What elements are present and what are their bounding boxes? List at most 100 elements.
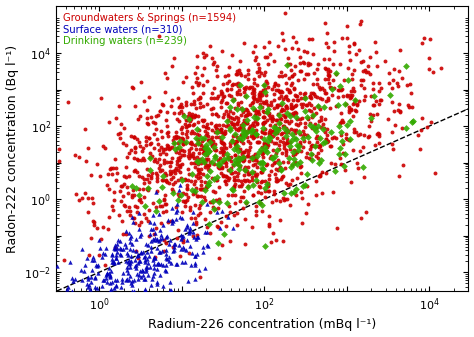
Groundwaters & Springs (n=1594) xyxy=(331,161,339,166)
Groundwaters & Springs (n=1594) xyxy=(270,83,277,88)
Groundwaters & Springs (n=1594) xyxy=(271,159,279,165)
Groundwaters & Springs (n=1594) xyxy=(244,67,252,73)
Groundwaters & Springs (n=1594) xyxy=(84,195,91,201)
Groundwaters & Springs (n=1594) xyxy=(417,146,424,151)
Groundwaters & Springs (n=1594) xyxy=(137,80,145,85)
Surface waters (n=310) xyxy=(142,269,149,274)
Groundwaters & Springs (n=1594) xyxy=(154,136,161,142)
Groundwaters & Springs (n=1594) xyxy=(120,182,128,187)
Groundwaters & Springs (n=1594) xyxy=(260,119,268,124)
Groundwaters & Springs (n=1594) xyxy=(264,55,271,60)
Groundwaters & Springs (n=1594) xyxy=(250,169,258,175)
Surface waters (n=310) xyxy=(125,230,132,236)
Surface waters (n=310) xyxy=(162,256,170,261)
Groundwaters & Springs (n=1594) xyxy=(301,94,309,99)
Groundwaters & Springs (n=1594) xyxy=(208,95,215,101)
Surface waters (n=310) xyxy=(140,277,148,282)
Surface waters (n=310) xyxy=(119,270,127,276)
Surface waters (n=310) xyxy=(83,281,91,286)
Groundwaters & Springs (n=1594) xyxy=(326,73,333,79)
Groundwaters & Springs (n=1594) xyxy=(275,166,283,171)
Groundwaters & Springs (n=1594) xyxy=(260,110,268,115)
Groundwaters & Springs (n=1594) xyxy=(242,167,249,172)
Groundwaters & Springs (n=1594) xyxy=(126,212,133,217)
Groundwaters & Springs (n=1594) xyxy=(265,112,273,117)
Surface waters (n=310) xyxy=(166,288,174,293)
Groundwaters & Springs (n=1594) xyxy=(153,175,161,181)
Groundwaters & Springs (n=1594) xyxy=(280,159,287,165)
Groundwaters & Springs (n=1594) xyxy=(172,204,180,209)
Groundwaters & Springs (n=1594) xyxy=(182,178,189,183)
Surface waters (n=310) xyxy=(102,245,109,250)
Groundwaters & Springs (n=1594) xyxy=(314,150,322,155)
Groundwaters & Springs (n=1594) xyxy=(277,176,284,182)
Groundwaters & Springs (n=1594) xyxy=(194,82,201,88)
Groundwaters & Springs (n=1594) xyxy=(126,173,133,178)
Groundwaters & Springs (n=1594) xyxy=(209,144,216,149)
Groundwaters & Springs (n=1594) xyxy=(175,157,182,162)
Groundwaters & Springs (n=1594) xyxy=(275,142,283,148)
Drinking waters (n=239) xyxy=(291,135,298,141)
Groundwaters & Springs (n=1594) xyxy=(349,86,357,91)
Surface waters (n=310) xyxy=(177,233,184,238)
Groundwaters & Springs (n=1594) xyxy=(320,125,328,130)
Groundwaters & Springs (n=1594) xyxy=(169,245,176,250)
Groundwaters & Springs (n=1594) xyxy=(316,106,323,112)
Groundwaters & Springs (n=1594) xyxy=(223,100,230,106)
Drinking waters (n=239) xyxy=(204,173,211,179)
Groundwaters & Springs (n=1594) xyxy=(159,102,167,107)
Groundwaters & Springs (n=1594) xyxy=(241,217,248,222)
Surface waters (n=310) xyxy=(84,285,92,290)
Drinking waters (n=239) xyxy=(230,146,237,152)
Groundwaters & Springs (n=1594) xyxy=(288,83,295,88)
Groundwaters & Springs (n=1594) xyxy=(276,121,283,126)
Groundwaters & Springs (n=1594) xyxy=(272,166,280,172)
Surface waters (n=310) xyxy=(162,252,170,257)
Groundwaters & Springs (n=1594) xyxy=(215,165,222,170)
Groundwaters & Springs (n=1594) xyxy=(253,139,260,145)
Groundwaters & Springs (n=1594) xyxy=(64,99,72,104)
Groundwaters & Springs (n=1594) xyxy=(224,80,231,86)
Groundwaters & Springs (n=1594) xyxy=(273,104,281,110)
Groundwaters & Springs (n=1594) xyxy=(152,254,159,259)
Surface waters (n=310) xyxy=(126,264,134,269)
Drinking waters (n=239) xyxy=(271,153,279,158)
Groundwaters & Springs (n=1594) xyxy=(290,71,298,77)
Groundwaters & Springs (n=1594) xyxy=(389,142,396,147)
Groundwaters & Springs (n=1594) xyxy=(307,143,314,149)
Groundwaters & Springs (n=1594) xyxy=(292,193,300,198)
Groundwaters & Springs (n=1594) xyxy=(140,176,148,181)
Groundwaters & Springs (n=1594) xyxy=(284,97,292,102)
Groundwaters & Springs (n=1594) xyxy=(208,127,216,132)
Groundwaters & Springs (n=1594) xyxy=(155,165,163,171)
Groundwaters & Springs (n=1594) xyxy=(223,163,230,169)
Groundwaters & Springs (n=1594) xyxy=(343,135,350,140)
Surface waters (n=310) xyxy=(203,242,211,248)
Groundwaters & Springs (n=1594) xyxy=(207,136,214,141)
Surface waters (n=310) xyxy=(105,265,112,270)
Groundwaters & Springs (n=1594) xyxy=(237,70,244,75)
Groundwaters & Springs (n=1594) xyxy=(132,146,139,151)
Groundwaters & Springs (n=1594) xyxy=(426,66,433,71)
Groundwaters & Springs (n=1594) xyxy=(158,101,165,106)
Groundwaters & Springs (n=1594) xyxy=(289,113,297,118)
Groundwaters & Springs (n=1594) xyxy=(143,116,151,121)
Drinking waters (n=239) xyxy=(281,191,288,196)
Groundwaters & Springs (n=1594) xyxy=(263,162,270,167)
Groundwaters & Springs (n=1594) xyxy=(229,121,237,127)
Groundwaters & Springs (n=1594) xyxy=(243,129,250,135)
Groundwaters & Springs (n=1594) xyxy=(317,124,325,129)
Groundwaters & Springs (n=1594) xyxy=(243,107,250,112)
Groundwaters & Springs (n=1594) xyxy=(274,87,282,93)
Groundwaters & Springs (n=1594) xyxy=(175,163,183,169)
Surface waters (n=310) xyxy=(110,259,118,264)
Groundwaters & Springs (n=1594) xyxy=(102,146,109,151)
Surface waters (n=310) xyxy=(91,285,99,290)
Groundwaters & Springs (n=1594) xyxy=(408,105,415,110)
Groundwaters & Springs (n=1594) xyxy=(243,113,250,118)
Groundwaters & Springs (n=1594) xyxy=(304,116,312,121)
Surface waters (n=310) xyxy=(128,215,136,220)
Groundwaters & Springs (n=1594) xyxy=(179,210,186,215)
Drinking waters (n=239) xyxy=(186,116,193,122)
Groundwaters & Springs (n=1594) xyxy=(353,130,360,135)
